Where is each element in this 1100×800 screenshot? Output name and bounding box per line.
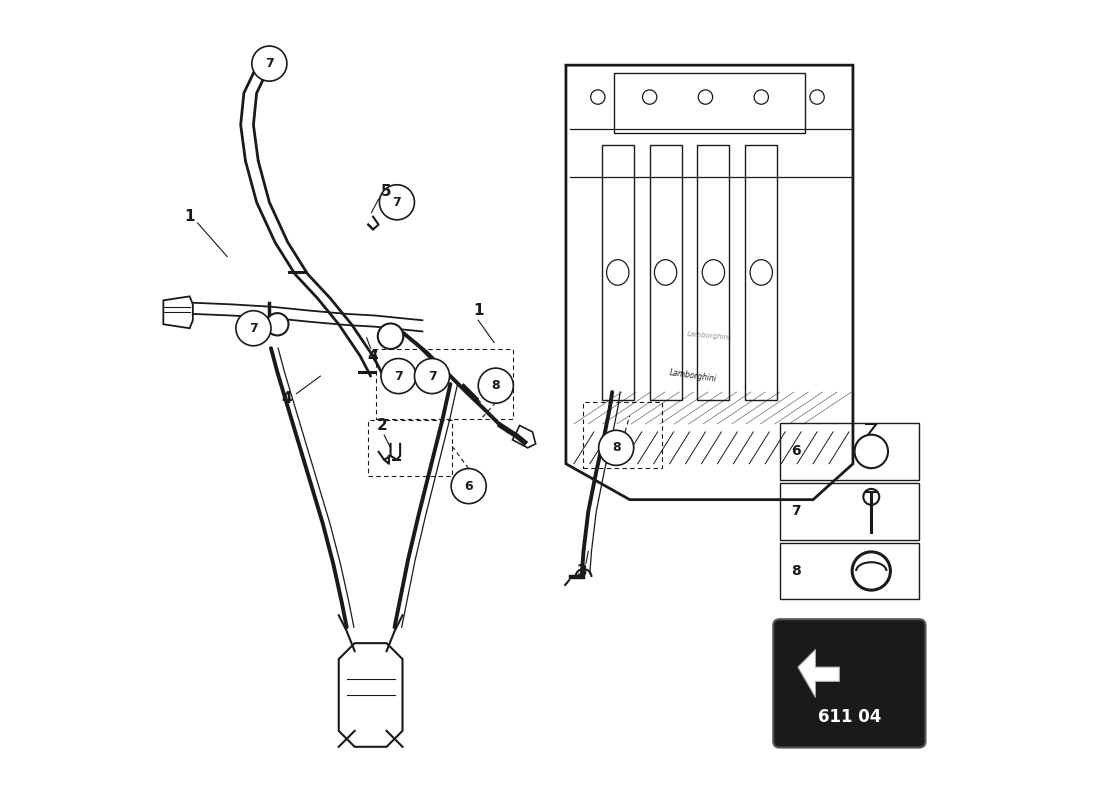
- Circle shape: [266, 313, 288, 335]
- Bar: [780, 423, 920, 480]
- Text: 8: 8: [612, 442, 620, 454]
- Text: 7: 7: [249, 322, 257, 334]
- FancyBboxPatch shape: [773, 619, 925, 747]
- Polygon shape: [801, 653, 837, 694]
- Circle shape: [451, 469, 486, 504]
- Text: 7: 7: [394, 370, 403, 382]
- Polygon shape: [798, 650, 839, 698]
- Circle shape: [598, 430, 634, 466]
- Circle shape: [377, 323, 404, 349]
- Text: 7: 7: [393, 196, 402, 209]
- Text: 4: 4: [282, 391, 293, 406]
- Bar: [780, 542, 920, 599]
- Circle shape: [415, 358, 450, 394]
- Text: 8: 8: [492, 379, 500, 392]
- Text: 1: 1: [473, 303, 484, 318]
- Text: 5: 5: [381, 184, 392, 198]
- Text: 6: 6: [791, 445, 801, 458]
- Text: Lamborghini: Lamborghini: [669, 368, 718, 384]
- Text: 7: 7: [265, 57, 274, 70]
- Bar: [614, 73, 805, 133]
- Text: 3: 3: [576, 564, 587, 579]
- Text: 8: 8: [791, 564, 801, 578]
- Circle shape: [478, 368, 514, 403]
- Circle shape: [379, 185, 415, 220]
- Text: 1: 1: [185, 209, 195, 224]
- Text: 611 04: 611 04: [818, 708, 881, 726]
- Text: 2: 2: [377, 418, 388, 433]
- Circle shape: [252, 46, 287, 81]
- Circle shape: [381, 358, 416, 394]
- Bar: [780, 483, 920, 539]
- Text: 7: 7: [428, 370, 437, 382]
- Text: 6: 6: [464, 479, 473, 493]
- Circle shape: [235, 310, 271, 346]
- Text: 7: 7: [791, 504, 801, 518]
- Text: Lamborghini: Lamborghini: [688, 331, 732, 341]
- Text: 4: 4: [367, 349, 378, 364]
